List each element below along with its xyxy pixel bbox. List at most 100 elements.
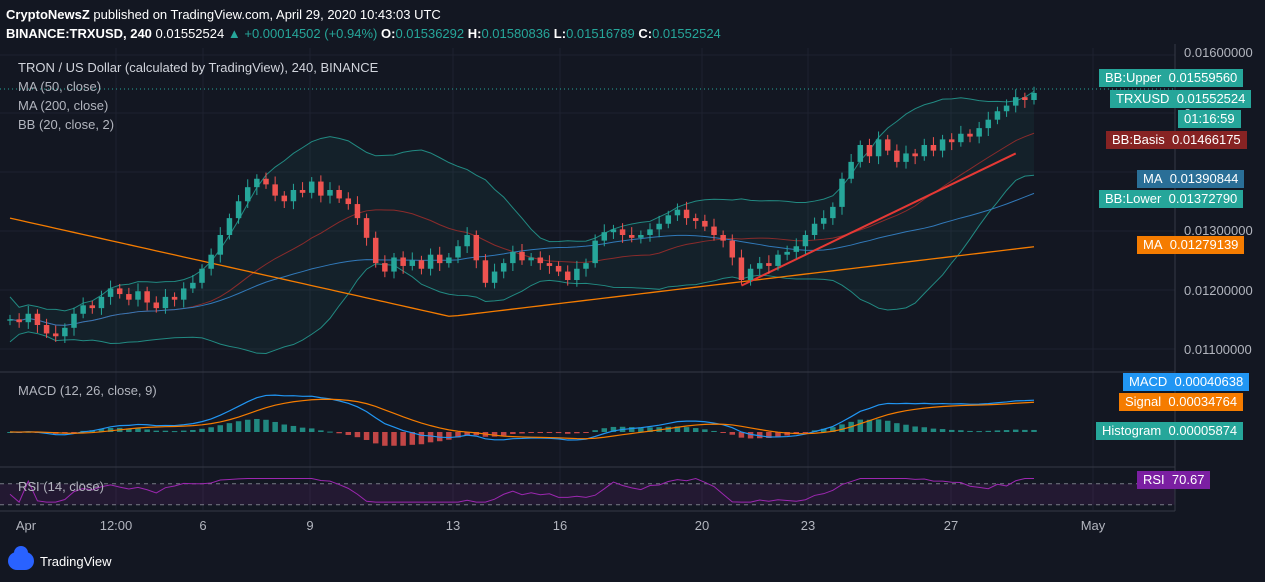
- candle-body: [500, 263, 507, 272]
- rsi-legend[interactable]: RSI (14, close): [18, 479, 104, 494]
- candle-body: [382, 263, 388, 272]
- ma50-legend[interactable]: MA (50, close): [18, 79, 102, 94]
- macd-histogram-bar: [638, 427, 644, 432]
- macd-histogram-bar: [674, 426, 681, 432]
- macd-histogram-bar: [647, 427, 653, 432]
- candle-body: [546, 263, 553, 266]
- candle-body: [656, 223, 662, 230]
- candle-body: [126, 294, 132, 300]
- candle-body: [610, 229, 617, 233]
- candle-body: [884, 139, 891, 151]
- candle-body: [171, 296, 178, 300]
- time-tick: 20: [694, 518, 710, 533]
- macd-legend[interactable]: MACD (12, 26, close, 9): [18, 383, 157, 398]
- candle-body: [747, 268, 754, 280]
- macd-histogram-bar: [519, 432, 525, 434]
- macd-histogram-bar: [729, 432, 736, 435]
- candle-body: [683, 209, 690, 219]
- candle-body: [491, 271, 498, 283]
- candle-body: [976, 128, 982, 137]
- time-tick: 13: [445, 518, 461, 533]
- bb-lower-tag: BB:Lower 0.01372790: [1099, 190, 1244, 208]
- candle-body: [345, 198, 352, 205]
- macd-histogram-bar: [702, 429, 708, 432]
- macd-histogram-bar: [382, 432, 388, 446]
- macd-histogram-bar: [180, 430, 187, 432]
- macd-histogram-bar: [126, 428, 132, 432]
- macd-histogram-bar: [857, 419, 864, 432]
- candle-body: [372, 237, 379, 264]
- bollinger-bands: [9, 90, 1035, 354]
- macd-histogram-bar: [528, 432, 534, 433]
- macd-histogram-bar: [967, 430, 973, 432]
- candle-body: [647, 229, 653, 235]
- candle-body: [537, 257, 544, 264]
- candle-body: [628, 235, 635, 238]
- candle-body: [555, 265, 562, 272]
- macd-histogram-bar: [711, 430, 717, 432]
- macd-histogram-bar: [327, 431, 333, 433]
- candle-body: [52, 333, 59, 337]
- candle-body: [519, 251, 525, 261]
- symbol-name[interactable]: BINANCE:TRXUSD, 240: [6, 26, 152, 41]
- low-label: L:: [553, 26, 567, 41]
- symbol-quote-line: BINANCE:TRXUSD, 240 0.01552524 ▲ +0.0001…: [6, 26, 721, 41]
- macd-histogram-bar: [409, 432, 416, 445]
- macd-histogram-bar: [820, 428, 827, 432]
- price-tick: 0.01600000: [1184, 45, 1253, 60]
- candle-body: [272, 184, 278, 196]
- candle-body: [190, 282, 196, 289]
- macd-histogram-bar: [391, 432, 397, 446]
- macd-histogram-bar: [153, 430, 160, 432]
- ma200-legend[interactable]: MA (200, close): [18, 98, 109, 113]
- ma50-tag: MA 0.01390844: [1137, 170, 1245, 188]
- tradingview-logo[interactable]: TradingView: [8, 546, 112, 570]
- rsi-pane: [0, 477, 1175, 506]
- candle-body: [89, 305, 96, 309]
- macd-histogram-bar: [839, 424, 845, 432]
- macd-histogram-bar: [756, 432, 763, 439]
- candle-body: [290, 190, 297, 202]
- candle-body: [967, 133, 973, 137]
- candle-body: [912, 153, 918, 157]
- open-label: O:: [380, 26, 396, 41]
- candle-body: [820, 218, 827, 224]
- published-text: published on TradingView.com, April 29, …: [93, 7, 441, 22]
- candle-body: [875, 139, 882, 157]
- candle-body: [674, 209, 681, 216]
- candle-body: [811, 223, 818, 235]
- countdown-tag: 01:16:59: [1178, 110, 1241, 128]
- macd-histogram-bar: [564, 432, 571, 434]
- candle-body: [802, 235, 809, 247]
- macd-histogram-bar: [171, 431, 178, 433]
- macd-histogram-bar: [418, 432, 425, 445]
- macd-histogram-bar: [592, 430, 598, 432]
- macd-tag: MACD 0.00040638: [1123, 373, 1250, 391]
- candle-body: [948, 139, 955, 143]
- macd-histogram-bar: [1012, 429, 1019, 432]
- candle-body: [903, 153, 909, 162]
- macd-histogram-bar: [226, 423, 233, 432]
- bb-legend[interactable]: BB (20, close, 2): [18, 117, 115, 132]
- candle-body: [848, 161, 854, 179]
- tradingview-cloud-icon: [8, 546, 34, 570]
- macd-histogram-bar: [683, 427, 690, 432]
- main-legend[interactable]: TRON / US Dollar (calculated by TradingV…: [18, 60, 379, 75]
- macd-histogram-bar: [190, 430, 196, 432]
- macd-histogram-bar: [336, 432, 342, 434]
- candle-body: [308, 181, 315, 193]
- candle-body: [25, 313, 32, 323]
- macd-histogram-bar: [208, 427, 214, 432]
- publisher-name[interactable]: CryptoNewsZ: [6, 7, 90, 22]
- candle-body: [994, 111, 1001, 120]
- candle-body: [793, 246, 800, 252]
- candle-body: [830, 206, 836, 219]
- candle-body: [34, 313, 41, 325]
- candle-body: [208, 254, 214, 269]
- macd-histogram-bar: [628, 427, 635, 432]
- macd-histogram-bar: [875, 419, 882, 432]
- candle-body: [839, 178, 845, 207]
- low-value: 0.01516789: [566, 26, 635, 41]
- candle-body: [299, 190, 306, 193]
